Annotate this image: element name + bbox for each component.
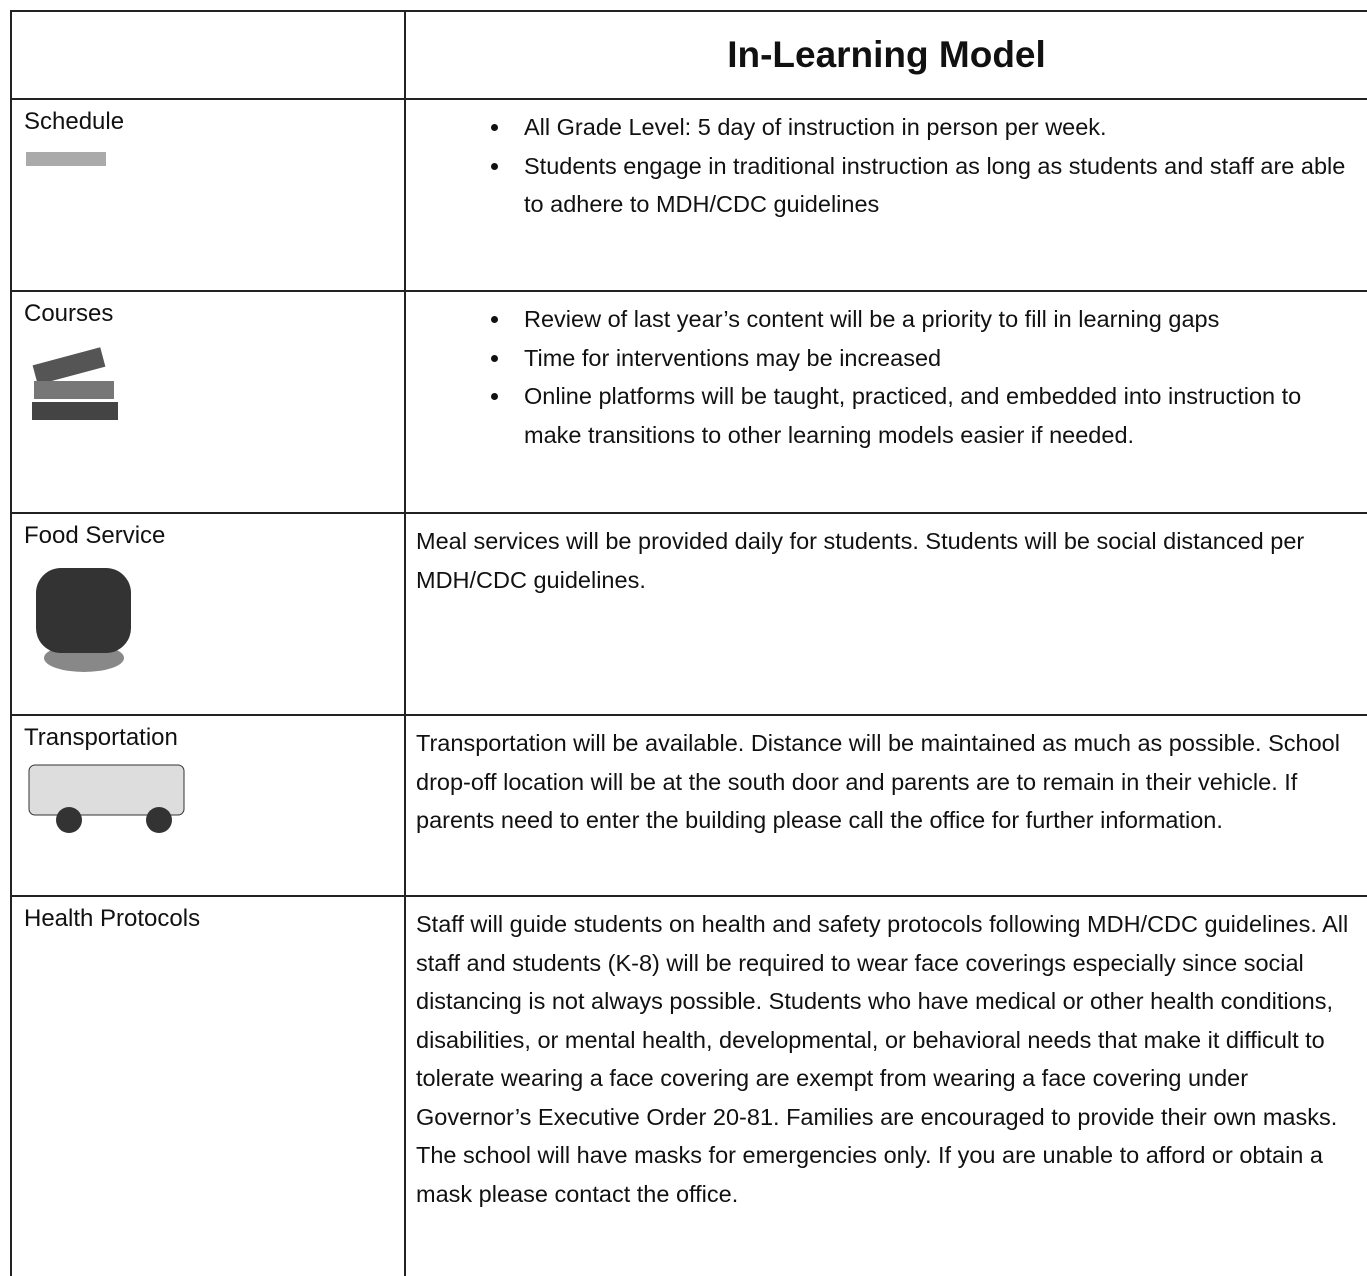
row: Food Service Meal services will be provi… — [10, 512, 1367, 716]
bullet: All Grade Level: 5 day of instruction in… — [512, 108, 1359, 147]
icon — [26, 152, 106, 166]
bullet: Review of last year’s content will be a … — [512, 300, 1359, 339]
cell-text: Transportation will be available. Distan… — [404, 714, 1367, 897]
row: Health Protocols Staff will guide studen… — [10, 895, 1367, 1276]
bullet-list: All Grade Level: 5 day of instruction in… — [416, 108, 1359, 224]
row-label: Food Service — [24, 522, 166, 549]
row: Schedule All Grade Level: 5 day of instr… — [10, 98, 1367, 292]
row: Transportation Transportation will be av… — [10, 714, 1367, 897]
empty-cell — [10, 10, 406, 100]
bullet: Students engage in traditional instructi… — [512, 147, 1359, 224]
row-label: Transportation — [24, 724, 178, 751]
cell-text: Staff will guide students on health and … — [404, 895, 1367, 1276]
icon — [36, 568, 131, 672]
row: Courses Review of last year’s content wi… — [10, 290, 1367, 514]
cell-text: Meal services will be provided daily for… — [404, 512, 1367, 716]
row-label: Schedule — [24, 108, 125, 135]
model-table: In-Learning Model Schedule All Grade Lev… — [10, 10, 1367, 1276]
row-label: Courses — [24, 300, 114, 327]
bullet: Time for interventions may be increased — [512, 339, 1359, 378]
title: In-Learning Model — [404, 10, 1367, 100]
row-label: Health Protocols — [24, 905, 201, 932]
header-row: In-Learning Model — [10, 10, 1367, 100]
bullet: Online platforms will be taught, practic… — [512, 377, 1359, 454]
bullet-list: Review of last year’s content will be a … — [416, 300, 1359, 454]
icon — [28, 764, 185, 833]
icon — [32, 347, 118, 420]
